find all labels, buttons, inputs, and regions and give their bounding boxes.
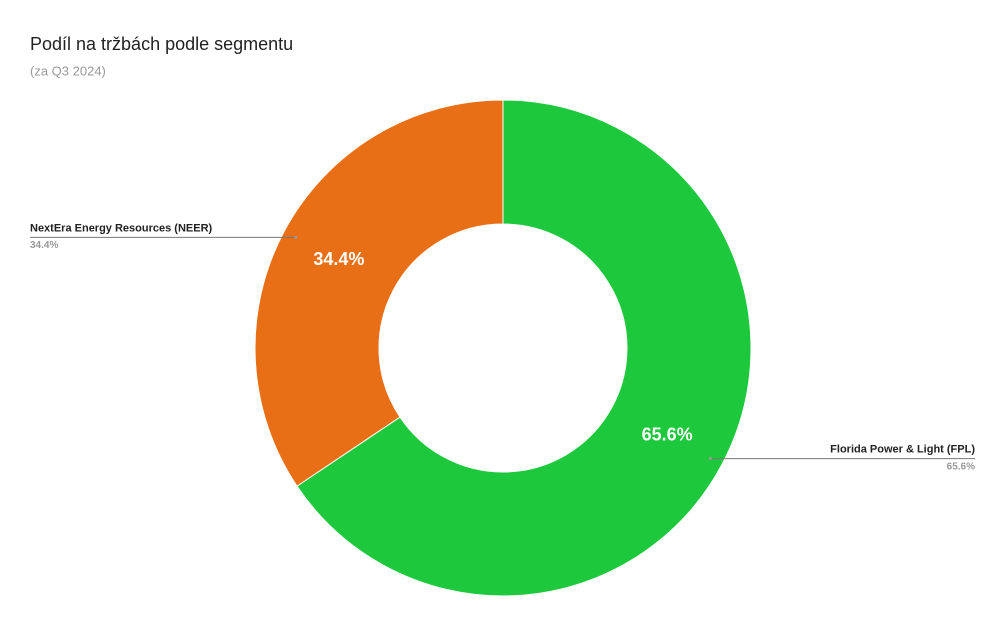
leader-category: Florida Power & Light (FPL)	[830, 444, 975, 456]
leader-value: 34.4%	[30, 240, 58, 251]
chart-subtitle: (za Q3 2024)	[30, 63, 106, 78]
leader-dot	[294, 235, 298, 239]
slice	[296, 99, 752, 597]
slice	[254, 99, 504, 487]
leader-value: 65.6%	[947, 461, 975, 472]
chart-title: Podíl na tržbách podle segmentu	[30, 34, 293, 54]
leader-dot	[708, 457, 712, 461]
slice-label: 65.6%	[642, 424, 693, 444]
leader-category: NextEra Energy Resources (NEER)	[30, 222, 213, 234]
slice-label: 34.4%	[313, 249, 364, 269]
